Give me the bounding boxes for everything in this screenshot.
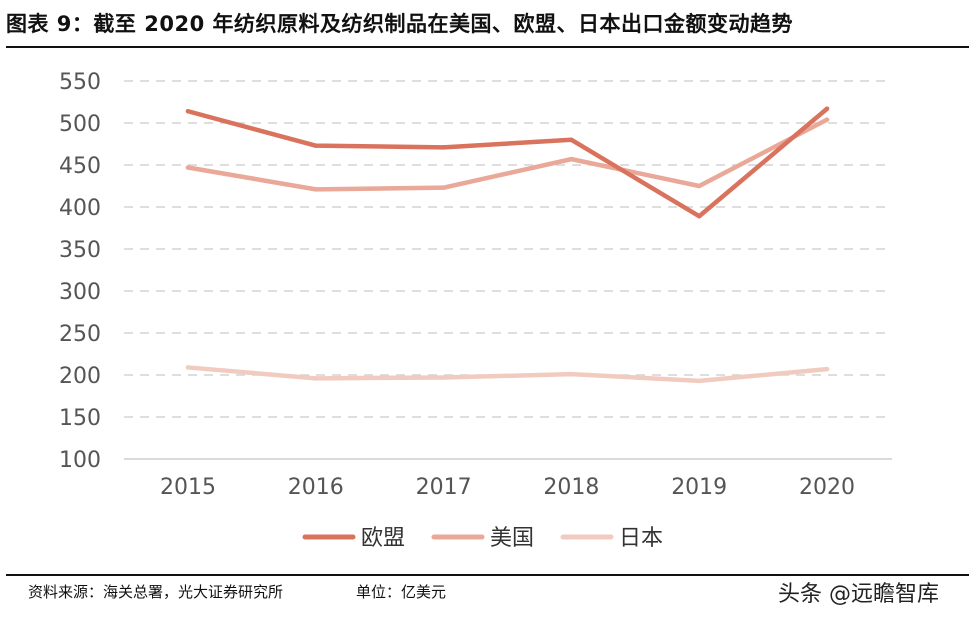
x-tick-label: 2020 (799, 475, 855, 500)
x-tick-label: 2015 (160, 475, 216, 500)
y-tick-label: 200 (59, 364, 101, 389)
data-point (697, 183, 702, 189)
x-axis-ticks: 2015 2016 2017 2018 2019 2020 (160, 475, 855, 500)
unit-note: 单位：亿美元 (356, 583, 447, 601)
source-note: 资料来源：海关总署，光大证券研究所 (28, 583, 284, 601)
y-tick-label: 500 (59, 112, 101, 137)
y-tick-label: 350 (59, 238, 101, 263)
title-rule (6, 46, 969, 48)
y-tick-label: 300 (59, 280, 101, 305)
data-point (313, 187, 318, 192)
data-point (185, 109, 191, 114)
legend-label: 美国 (490, 526, 534, 551)
gridlines (124, 80, 892, 418)
data-point (569, 156, 574, 162)
legend-label: 欧盟 (361, 526, 405, 551)
data-point (824, 106, 830, 111)
data-point (313, 376, 318, 381)
data-point (569, 137, 574, 142)
series-line-0 (185, 106, 830, 219)
x-tick-label: 2017 (416, 475, 472, 500)
data-point (313, 143, 318, 148)
data-point (569, 371, 574, 377)
x-tick-label: 2019 (671, 475, 727, 500)
y-tick-label: 400 (59, 196, 101, 221)
watermark: 头条 @远瞻智库 (778, 582, 939, 607)
data-point (441, 145, 446, 150)
y-tick-label: 550 (59, 70, 101, 95)
data-point (697, 378, 702, 384)
series-lines (185, 106, 830, 384)
y-axis-ticks: 550 500 450 400 350 300 250 200 150 100 (59, 70, 101, 473)
x-tick-label: 2016 (288, 475, 344, 500)
data-point (185, 165, 191, 170)
data-point (824, 366, 830, 372)
y-tick-label: 250 (59, 322, 101, 347)
x-tick-label: 2018 (543, 475, 599, 500)
data-point (697, 214, 702, 219)
y-tick-label: 450 (59, 154, 101, 179)
legend-label: 日本 (619, 526, 663, 551)
series-line-2 (185, 365, 830, 384)
data-point (824, 117, 830, 122)
chart-title: 图表 9：截至 2020 年纺织原料及纺织制品在美国、欧盟、日本出口金额变动趋势 (6, 12, 793, 36)
data-point (441, 375, 446, 380)
series-line-1 (185, 117, 830, 192)
data-point (441, 185, 446, 190)
data-point (185, 365, 191, 370)
y-tick-label: 100 (59, 448, 101, 473)
y-tick-label: 150 (59, 406, 101, 431)
legend: 欧盟 美国 日本 (302, 526, 663, 551)
footer-rule (6, 574, 969, 576)
